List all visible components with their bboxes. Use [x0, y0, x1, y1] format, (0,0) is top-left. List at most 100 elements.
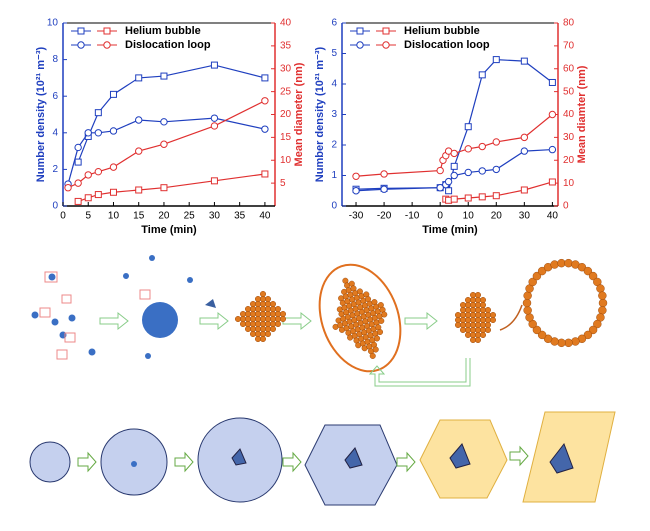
atom [475, 307, 482, 314]
atom [280, 316, 287, 323]
atom [270, 311, 277, 318]
y-tick-label: 10 [47, 18, 59, 29]
atom [480, 302, 487, 309]
atom [378, 317, 385, 324]
atom [470, 337, 477, 344]
atom [275, 306, 282, 313]
y2-tick-label: 50 [563, 86, 575, 97]
atom [460, 312, 467, 319]
x-tick-label: 10 [463, 211, 475, 222]
marker [352, 187, 360, 195]
y2-tick-label: 40 [280, 18, 292, 29]
atom [254, 336, 261, 343]
y-tick-label: 2 [52, 164, 58, 175]
atom [265, 321, 272, 328]
legend-marker [382, 27, 390, 35]
atom [465, 317, 472, 324]
y-tick-label: 0 [52, 201, 58, 212]
atom [254, 311, 261, 318]
marker [74, 143, 82, 152]
arrow [404, 311, 438, 331]
atom [31, 311, 39, 319]
marker [464, 194, 472, 202]
atom [260, 296, 267, 303]
atom [244, 306, 251, 313]
atom [465, 312, 472, 319]
marker [464, 123, 472, 131]
atom [249, 326, 256, 333]
atom [265, 306, 272, 313]
atom [583, 266, 593, 276]
atom [260, 291, 267, 298]
series-line [77, 173, 265, 202]
marker [84, 171, 92, 179]
marker [109, 90, 117, 98]
platelet [205, 299, 216, 308]
y2-tick-label: 70 [563, 41, 575, 52]
atom [485, 312, 492, 319]
atom [455, 322, 462, 329]
atom [523, 306, 532, 315]
atom [187, 277, 193, 283]
marker [84, 129, 92, 137]
atom [480, 332, 487, 339]
x-tick-label: 10 [108, 211, 120, 222]
atom [532, 271, 542, 281]
atom [475, 297, 482, 304]
y2-tick-label: 20 [280, 109, 292, 120]
legend-marker [103, 41, 111, 49]
atom [564, 338, 573, 348]
marker [548, 78, 556, 86]
marker [261, 97, 269, 105]
atom [564, 258, 573, 268]
bubble [142, 302, 178, 338]
return-arrow [368, 358, 471, 387]
platelet [549, 442, 574, 474]
y2-tick-label: 5 [280, 178, 286, 189]
marker [109, 188, 117, 196]
atom [239, 321, 246, 328]
marker [380, 170, 388, 178]
atom [571, 337, 580, 346]
marker [160, 72, 168, 80]
marker [445, 187, 453, 195]
atom [583, 330, 593, 340]
atom [88, 348, 96, 356]
marker [352, 172, 360, 180]
x-tick-label: 0 [437, 211, 443, 222]
marker [445, 196, 453, 204]
marker [210, 122, 219, 130]
marker [444, 177, 453, 186]
atom [480, 327, 487, 334]
atom [260, 336, 267, 343]
atom [234, 316, 241, 323]
marker [210, 114, 219, 122]
atom [480, 317, 487, 324]
atom [550, 260, 559, 269]
atom [265, 326, 272, 333]
x-axis-label: Time (min) [141, 224, 197, 236]
atom [270, 306, 277, 313]
marker [548, 110, 557, 119]
legend-label: Dislocation loop [125, 39, 211, 51]
atom [270, 321, 277, 328]
atom [543, 334, 553, 344]
atom [265, 331, 272, 338]
atom [455, 317, 462, 324]
atom [254, 301, 261, 308]
marker [135, 186, 143, 194]
arrow [282, 311, 312, 331]
marker [210, 61, 218, 69]
x-tick-label: 20 [158, 211, 170, 222]
atom [593, 319, 602, 329]
atom [149, 255, 155, 261]
legend-marker [77, 27, 85, 35]
atom [249, 321, 256, 328]
atom [475, 332, 482, 339]
atom [460, 327, 467, 334]
y2-tick-label: 0 [563, 201, 569, 212]
atom [260, 316, 267, 323]
atom [265, 311, 272, 318]
atom [381, 311, 388, 318]
marker [94, 129, 103, 137]
